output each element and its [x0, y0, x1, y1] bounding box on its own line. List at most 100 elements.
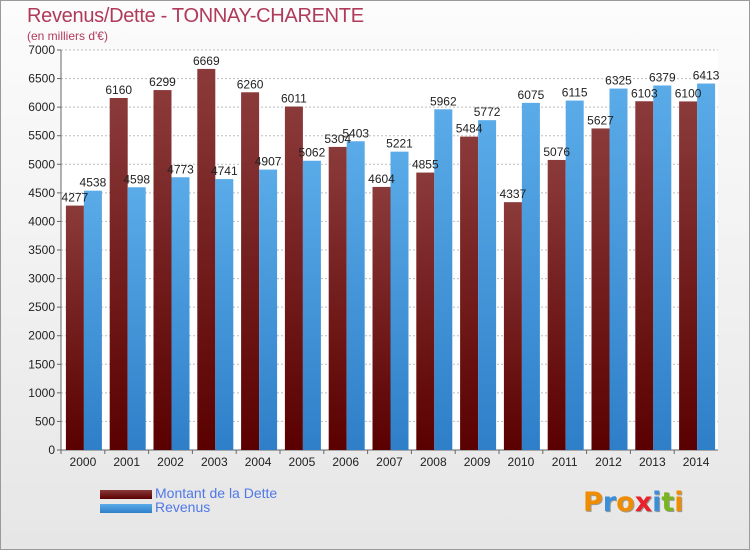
- bar-dette: [197, 68, 216, 451]
- y-tick-label: 5000: [28, 157, 55, 171]
- data-label: 5484: [456, 122, 483, 136]
- bar-dette: [591, 128, 610, 450]
- bar-dette: [65, 205, 84, 450]
- bar-revenus: [346, 141, 365, 450]
- data-label: 4538: [80, 176, 107, 190]
- data-label: 4598: [123, 172, 150, 186]
- logo-letter: P: [583, 487, 603, 518]
- data-label: 6379: [649, 70, 676, 84]
- bar-revenus: [259, 169, 278, 450]
- y-tick-label: 2500: [28, 300, 55, 314]
- bar-revenus: [127, 187, 146, 450]
- data-label: 6413: [693, 69, 720, 83]
- x-tick-label: 2003: [201, 455, 228, 469]
- data-label: 6115: [562, 86, 588, 100]
- bar-dette: [372, 186, 391, 450]
- y-tick-label: 6000: [28, 100, 55, 114]
- x-tick-label: 2010: [508, 455, 535, 469]
- bar-revenus: [697, 83, 716, 451]
- data-label: 6075: [518, 88, 545, 102]
- bar-revenus: [478, 120, 497, 451]
- logo-letter: r: [602, 487, 617, 518]
- logo-letter: x: [634, 487, 653, 518]
- y-tick-label: 3500: [28, 243, 55, 257]
- proxiti-logo[interactable]: Proxiti: [583, 487, 684, 518]
- bar-dette: [328, 146, 347, 450]
- data-label: 4855: [412, 158, 439, 172]
- bar-dette: [460, 136, 479, 450]
- data-label: 5627: [587, 113, 614, 127]
- bar-revenus: [302, 160, 321, 450]
- x-tick-label: 2004: [245, 455, 272, 469]
- bar-revenus: [83, 190, 102, 450]
- y-tick-label: 1000: [28, 386, 55, 400]
- legend-swatch-revenus: [100, 504, 152, 513]
- x-tick-label: 2002: [157, 455, 184, 469]
- data-label: 6669: [193, 54, 220, 68]
- data-label: 6011: [281, 92, 307, 106]
- x-tick-label: 2007: [376, 455, 403, 469]
- x-tick-label: 2013: [639, 455, 666, 469]
- bar-revenus: [215, 179, 234, 451]
- logo-letter: o: [616, 487, 635, 518]
- x-tick-label: 2008: [420, 455, 447, 469]
- data-label: 5221: [386, 137, 413, 151]
- y-tick-label: 4000: [28, 214, 55, 228]
- data-label: 6325: [605, 74, 632, 88]
- x-tick-label: 2012: [595, 455, 622, 469]
- x-tick-label: 2001: [113, 455, 140, 469]
- y-tick-label: 5500: [28, 129, 55, 143]
- bar-revenus: [521, 102, 540, 450]
- chart-title: Revenus/Dette - TONNAY-CHARENTE: [27, 5, 364, 27]
- logo-letter: t: [661, 487, 675, 518]
- y-tick-label: 7000: [28, 43, 55, 57]
- bar-dette: [503, 202, 522, 450]
- data-label: 5076: [543, 145, 570, 159]
- bar-dette: [241, 92, 260, 451]
- x-tick-label: 2006: [332, 455, 359, 469]
- data-label: 6103: [631, 86, 658, 100]
- bar-revenus: [609, 88, 628, 451]
- data-label: 6299: [149, 75, 176, 89]
- data-label: 6160: [105, 83, 132, 97]
- x-tick-label: 2005: [289, 455, 316, 469]
- y-tick-label: 500: [35, 414, 55, 428]
- bar-revenus: [434, 109, 453, 451]
- x-tick-label: 2011: [552, 455, 578, 469]
- logo-letter: i: [674, 487, 684, 518]
- y-tick-label: 2000: [28, 329, 55, 343]
- data-label: 5403: [342, 126, 369, 140]
- y-tick-label: 4500: [28, 186, 55, 200]
- data-label: 4773: [167, 162, 194, 176]
- data-label: 4604: [368, 172, 395, 186]
- y-tick-label: 6500: [28, 72, 55, 86]
- bar-revenus: [171, 177, 190, 450]
- chart-subtitle: (en milliers d'€): [27, 29, 108, 43]
- bar-dette: [416, 172, 435, 451]
- legend-item-revenus: Revenus: [100, 499, 360, 516]
- legend-label-revenus: Revenus: [155, 499, 211, 515]
- bar-dette: [153, 90, 172, 451]
- data-label: 4277: [62, 191, 89, 205]
- bar-revenus: [565, 100, 584, 451]
- y-tick-label: 3000: [28, 272, 55, 286]
- y-tick-label: 1500: [28, 357, 55, 371]
- bar-revenus: [653, 85, 672, 450]
- bar-dette: [284, 106, 303, 450]
- data-label: 4907: [255, 155, 282, 169]
- y-tick-label: 0: [48, 443, 55, 457]
- x-tick-label: 2014: [683, 455, 710, 469]
- bar-dette: [109, 98, 128, 450]
- x-tick-label: 2000: [70, 455, 97, 469]
- legend-item-dette: Montant de la Dette: [100, 485, 360, 502]
- data-label: 5962: [430, 94, 457, 108]
- legend-label-dette: Montant de la Dette: [155, 485, 278, 501]
- x-tick-label: 2009: [464, 455, 491, 469]
- data-label: 4741: [211, 164, 238, 178]
- legend-swatch-dette: [100, 490, 152, 499]
- data-label: 5304: [324, 132, 351, 146]
- bar-revenus: [390, 151, 409, 450]
- bar-dette: [547, 159, 566, 450]
- data-label: 5062: [299, 146, 326, 160]
